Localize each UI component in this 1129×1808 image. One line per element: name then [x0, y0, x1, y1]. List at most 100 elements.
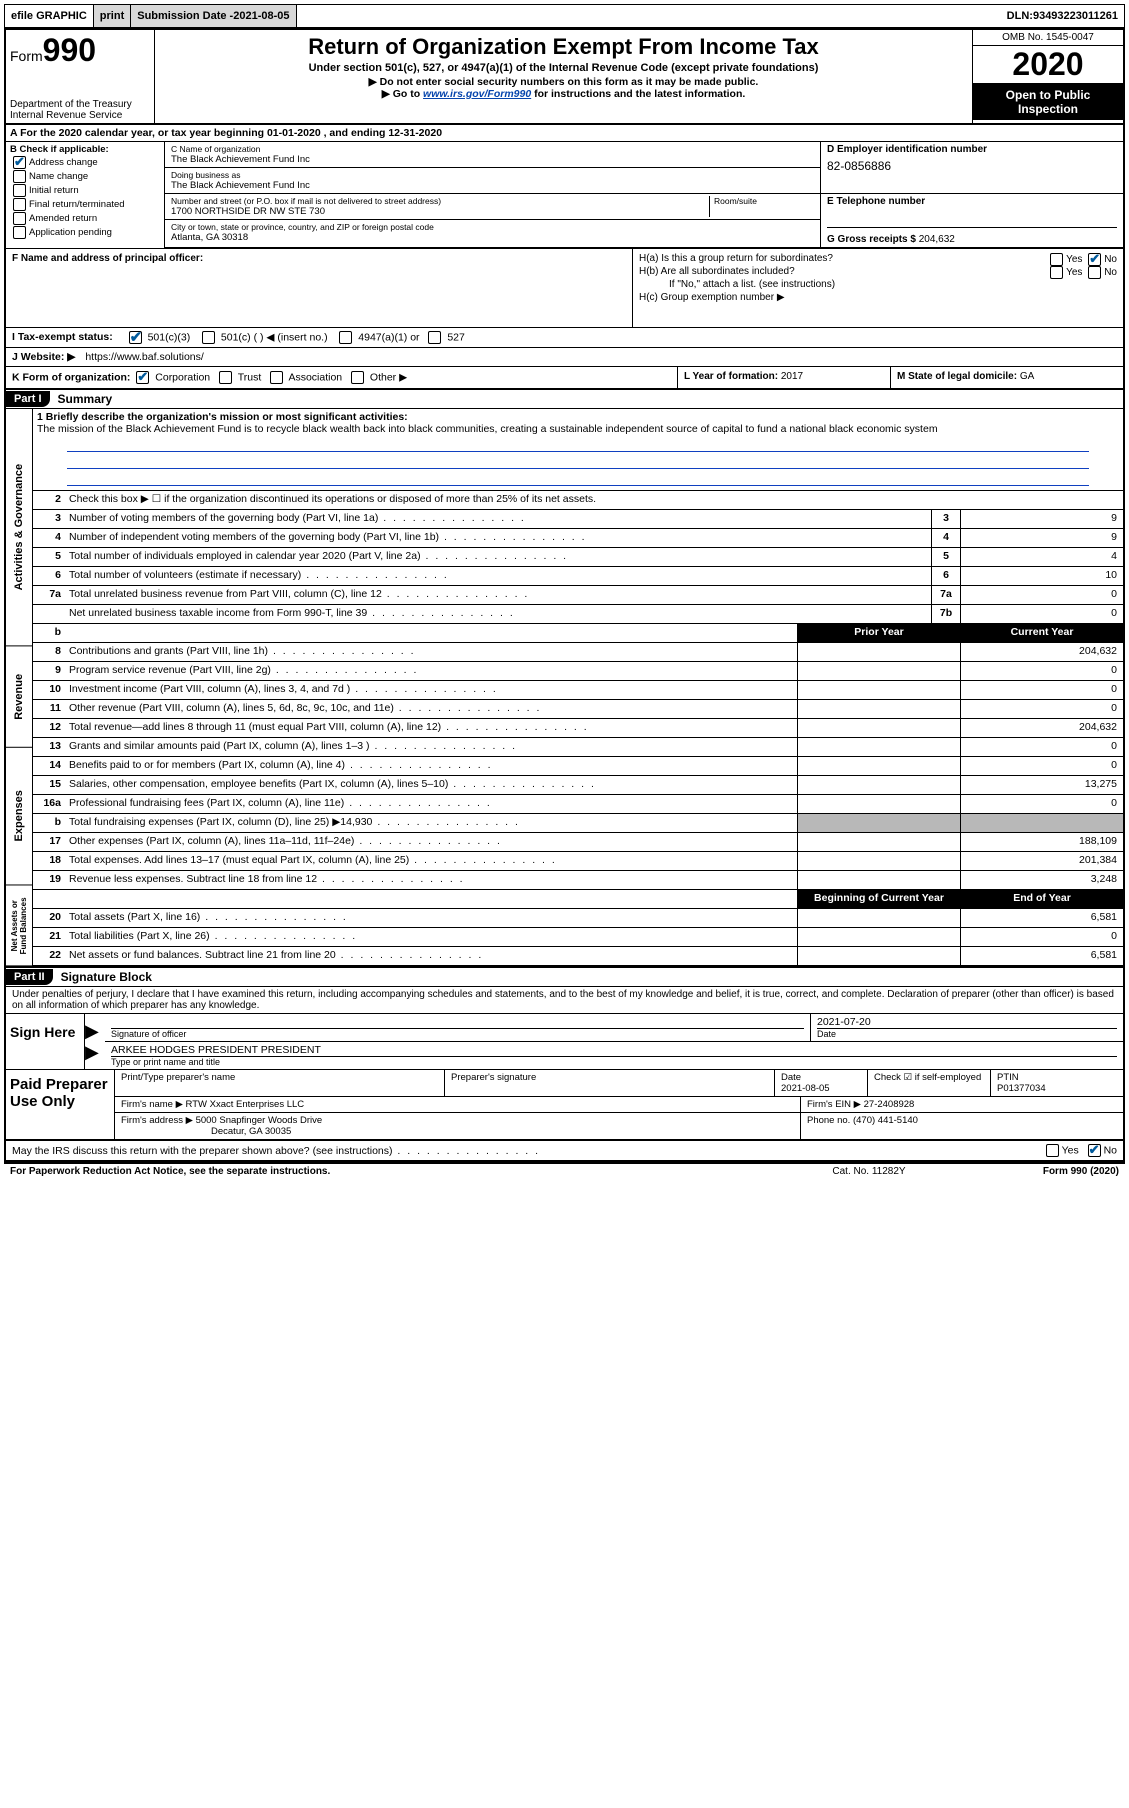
- cb-association[interactable]: [270, 371, 283, 384]
- irs-link[interactable]: www.irs.gov/Form990: [423, 88, 531, 100]
- vtab-expenses: Expenses: [6, 748, 32, 885]
- part-i-badge: Part I: [6, 391, 50, 407]
- cb-501c[interactable]: [202, 331, 215, 344]
- cb-address-change[interactable]: Address change: [10, 156, 160, 169]
- summary-line: 6Total number of volunteers (estimate if…: [33, 567, 1123, 586]
- summary-line: 8Contributions and grants (Part VIII, li…: [33, 643, 1123, 662]
- street-address: 1700 NORTHSIDE DR NW STE 730: [171, 206, 709, 217]
- city-label: City or town, state or province, country…: [171, 222, 814, 232]
- officer-signature[interactable]: Signature of officer: [105, 1014, 811, 1041]
- sign-here-label: Sign Here: [6, 1014, 85, 1069]
- summary-line: 9Program service revenue (Part VIII, lin…: [33, 662, 1123, 681]
- paperwork-notice: For Paperwork Reduction Act Notice, see …: [10, 1166, 769, 1177]
- h-b-line: H(b) Are all subordinates included? Yes …: [639, 266, 1117, 277]
- vertical-tabs: Activities & Governance Revenue Expenses…: [6, 409, 33, 966]
- cb-initial-return[interactable]: Initial return: [10, 184, 160, 197]
- h-b-note: If "No," attach a list. (see instruction…: [639, 279, 1117, 290]
- self-employed-check[interactable]: Check ☑ if self-employed: [868, 1070, 991, 1096]
- h-c-line: H(c) Group exemption number ▶: [639, 292, 1117, 303]
- preparer-name: Print/Type preparer's name: [115, 1070, 445, 1096]
- row-j-website: J Website: ▶ https://www.baf.solutions/: [6, 348, 1123, 367]
- part-ii-badge: Part II: [6, 969, 53, 985]
- cb-527[interactable]: [428, 331, 441, 344]
- website-url[interactable]: https://www.baf.solutions/: [85, 351, 203, 363]
- signature-date: 2021-07-20Date: [811, 1014, 1123, 1041]
- subtitle-3: ▶ Go to www.irs.gov/Form990 for instruct…: [161, 88, 966, 100]
- firm-name: Firm's name ▶ RTW Xxact Enterprises LLC: [115, 1097, 801, 1112]
- cb-4947[interactable]: [339, 331, 352, 344]
- officer-name: ARKEE HODGES PRESIDENT PRESIDENTType or …: [105, 1042, 1123, 1069]
- boy-hdr: Beginning of Current Year: [797, 890, 960, 908]
- summary-line: 20Total assets (Part X, line 16)6,581: [33, 909, 1123, 928]
- summary-table: Activities & Governance Revenue Expenses…: [6, 409, 1123, 966]
- header-left: Form990 Department of the Treasury Inter…: [6, 30, 155, 123]
- line-2-num: 2: [33, 491, 65, 509]
- preparer-signature[interactable]: Preparer's signature: [445, 1070, 775, 1096]
- col-header-row: b Prior Year Current Year: [33, 624, 1123, 643]
- sign-arrow-icon: ▶▶: [85, 1014, 105, 1069]
- cb-name-change[interactable]: Name change: [10, 170, 160, 183]
- open-to-public: Open to Public Inspection: [973, 84, 1123, 120]
- part-i-header: Part I Summary: [6, 390, 1123, 409]
- section-h-group: H(a) Is this a group return for subordin…: [633, 249, 1123, 327]
- discuss-no[interactable]: [1088, 1144, 1101, 1157]
- firm-address: Firm's address ▶ 5000 Snapfinger Woods D…: [115, 1113, 801, 1139]
- summary-line: 21Total liabilities (Part X, line 26)0: [33, 928, 1123, 947]
- summary-line: 15Salaries, other compensation, employee…: [33, 776, 1123, 795]
- tax-year: 2020: [973, 46, 1123, 84]
- line-1-mission: 1 Briefly describe the organization's mi…: [33, 409, 1123, 490]
- section-f-officer: F Name and address of principal officer:: [6, 249, 633, 327]
- row-i-tax-status: I Tax-exempt status: 501(c)(3) 501(c) ( …: [6, 328, 1123, 348]
- form-990-container: Form990 Department of the Treasury Inter…: [4, 28, 1125, 1164]
- cb-corporation[interactable]: [136, 371, 149, 384]
- k-form-org: K Form of organization: Corporation Trus…: [6, 367, 678, 388]
- addr-label: Number and street (or P.O. box if mail i…: [171, 196, 709, 206]
- sign-here-block: Sign Here ▶▶ Signature of officer 2021-0…: [6, 1014, 1123, 1070]
- l-year-formation: L Year of formation: 2017: [678, 367, 891, 388]
- phone-label: E Telephone number: [827, 196, 1117, 228]
- vtab-activities: Activities & Governance: [6, 409, 32, 646]
- submission-date-button[interactable]: Submission Date - 2021-08-05: [131, 5, 296, 27]
- form-page-ref: Form 990 (2020): [969, 1166, 1119, 1177]
- omb-number: OMB No. 1545-0047: [973, 30, 1123, 46]
- org-name: The Black Achievement Fund Inc: [171, 154, 814, 165]
- form-number: Form990: [10, 32, 150, 69]
- summary-line: 12Total revenue—add lines 8 through 11 (…: [33, 719, 1123, 738]
- firm-ein: Firm's EIN ▶ 27-2408928: [801, 1097, 1123, 1112]
- current-year-hdr: Current Year: [960, 624, 1123, 642]
- cb-trust[interactable]: [219, 371, 232, 384]
- subtitle-2: ▶ Do not enter social security numbers o…: [161, 76, 966, 88]
- paid-preparer-label: Paid Preparer Use Only: [6, 1070, 115, 1139]
- header-right: OMB No. 1545-0047 2020 Open to Public In…: [972, 30, 1123, 123]
- eoy-hdr: End of Year: [960, 890, 1123, 908]
- cb-amended-return[interactable]: Amended return: [10, 212, 160, 225]
- h-a-line: H(a) Is this a group return for subordin…: [639, 253, 1117, 264]
- signature-declaration: Under penalties of perjury, I declare th…: [6, 987, 1123, 1014]
- cb-other[interactable]: [351, 371, 364, 384]
- vtab-revenue: Revenue: [6, 646, 32, 748]
- cb-501c3[interactable]: [129, 331, 142, 344]
- preparer-date: Date2021-08-05: [775, 1070, 868, 1096]
- summary-line: 10Investment income (Part VIII, column (…: [33, 681, 1123, 700]
- section-fh: F Name and address of principal officer:…: [6, 249, 1123, 328]
- ptin: PTINP01377034: [991, 1070, 1123, 1096]
- cb-final-return[interactable]: Final return/terminated: [10, 198, 160, 211]
- summary-line: 11Other revenue (Part VIII, column (A), …: [33, 700, 1123, 719]
- firm-phone: Phone no. (470) 441-5140: [801, 1113, 1123, 1139]
- summary-line: 19Revenue less expenses. Subtract line 1…: [33, 871, 1123, 890]
- discuss-yes[interactable]: [1046, 1144, 1059, 1157]
- form-header: Form990 Department of the Treasury Inter…: [6, 30, 1123, 125]
- print-button[interactable]: print: [94, 5, 131, 27]
- part-ii-title: Signature Block: [53, 968, 160, 986]
- ein-label: D Employer identification number: [827, 144, 1117, 155]
- section-c-address: Number and street (or P.O. box if mail i…: [165, 194, 821, 247]
- part-i-title: Summary: [50, 390, 121, 408]
- summary-line: 17Other expenses (Part IX, column (A), l…: [33, 833, 1123, 852]
- summary-line: 13Grants and similar amounts paid (Part …: [33, 738, 1123, 757]
- cb-app-pending[interactable]: Application pending: [10, 226, 160, 239]
- summary-line: Net unrelated business taxable income fr…: [33, 605, 1123, 624]
- summary-line: 16aProfessional fundraising fees (Part I…: [33, 795, 1123, 814]
- room-label: Room/suite: [710, 196, 814, 217]
- m-state-domicile: M State of legal domicile: GA: [891, 367, 1123, 388]
- mission-text: The mission of the Black Achievement Fun…: [37, 423, 938, 435]
